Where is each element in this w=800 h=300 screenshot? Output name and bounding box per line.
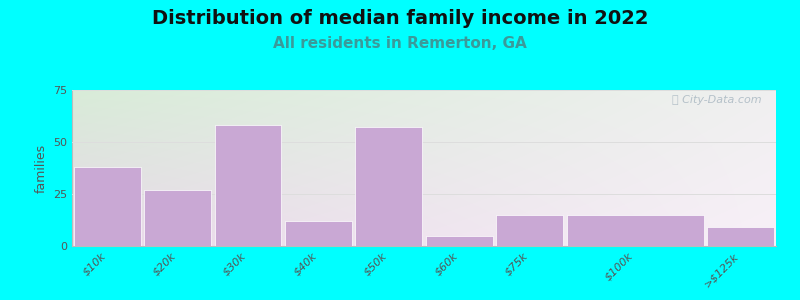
Y-axis label: families: families	[34, 143, 47, 193]
Bar	[566, 215, 704, 246]
Bar	[496, 215, 563, 246]
Bar	[707, 227, 774, 246]
Text: Distribution of median family income in 2022: Distribution of median family income in …	[152, 9, 648, 28]
Bar	[74, 167, 141, 246]
Text: ⓘ City-Data.com: ⓘ City-Data.com	[672, 95, 762, 105]
Bar	[355, 128, 422, 246]
Bar	[144, 190, 211, 246]
Text: All residents in Remerton, GA: All residents in Remerton, GA	[273, 36, 527, 51]
Bar	[426, 236, 493, 246]
Bar	[214, 125, 282, 246]
Bar	[285, 221, 352, 246]
